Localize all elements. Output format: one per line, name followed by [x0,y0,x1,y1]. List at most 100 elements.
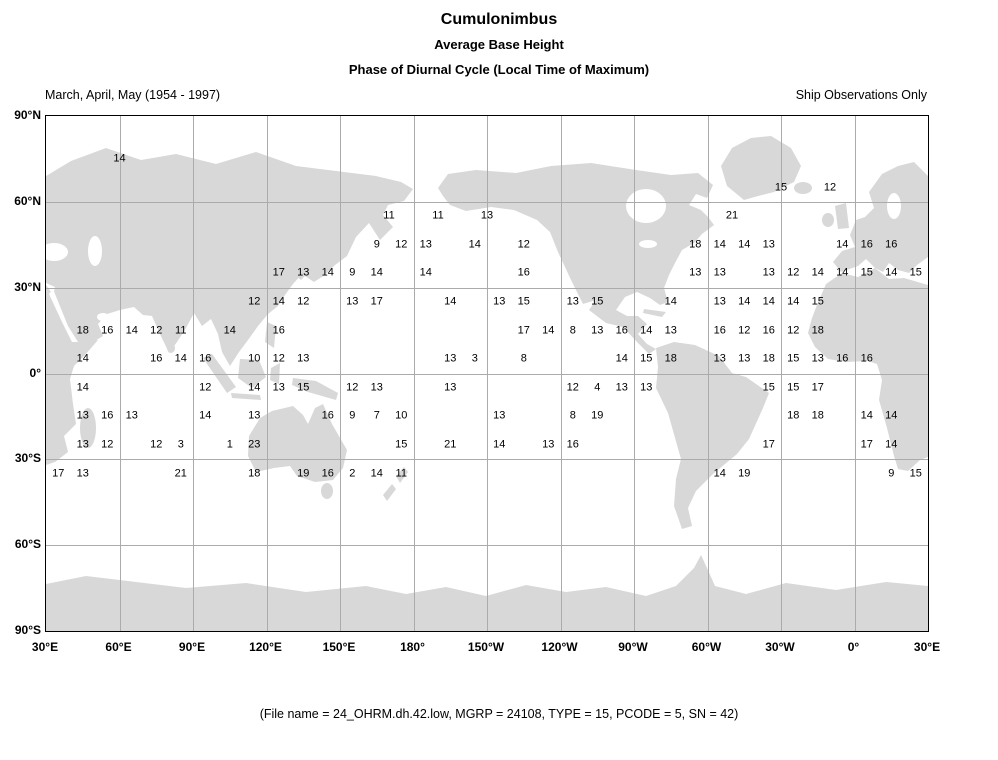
phase-hour-value: 9 [349,409,356,422]
phase-hour-value: 13 [640,381,653,394]
phase-hour-value: 15 [591,295,604,308]
latitude-tick-label: 90°N [14,108,41,122]
phase-hour-value: 19 [591,409,604,422]
island-new-zealand-north [396,467,408,483]
phase-hour-value: 21 [444,438,457,451]
latitude-tick-label: 30°S [14,451,41,466]
phase-hour-value: 10 [395,409,408,422]
phase-hour-value: 14 [885,438,898,451]
phase-hour-value: 17 [811,381,824,394]
phase-hour-value: 14 [885,409,898,422]
phase-hour-value: 9 [888,467,895,480]
phase-hour-value: 13 [493,409,506,422]
phase-hour-value: 16 [885,238,898,251]
island-new-zealand-south [383,484,396,501]
water-black-sea [46,243,68,261]
phase-hour-value: 7 [373,409,380,422]
phase-hour-value: 15 [909,467,922,480]
phase-hour-value: 16 [860,238,873,251]
phase-hour-value: 13 [297,352,310,365]
phase-hour-value: 18 [689,238,702,251]
page-title: Cumulonimbus [440,11,558,28]
island-ireland [822,213,834,227]
phase-hour-value: 12 [517,238,530,251]
landmass-east-africa [46,285,98,465]
inland-waters [46,189,901,342]
phase-hour-value: 14 [199,409,212,422]
parallel-gridline [46,287,928,289]
phase-hour-value: 12 [297,295,310,308]
phase-hour-value: 18 [811,324,824,337]
phase-hour-value: 14 [640,324,653,337]
phase-hour-value: 13 [762,238,775,251]
water-baltic-sea [887,193,901,219]
island-sri-lanka [167,343,175,353]
island-philippines [265,322,276,348]
phase-hour-value: 13 [762,266,775,279]
phase-hour-value: 12 [346,381,359,394]
phase-hour-value: 13 [272,381,285,394]
phase-hour-value: 13 [346,295,359,308]
phase-hour-value: 8 [520,352,527,365]
phase-hour-value: 15 [297,381,310,394]
phase-hour-value: 14 [713,467,726,480]
phase-hour-value: 18 [811,409,824,422]
phase-hour-value: 3 [177,438,184,451]
longitude-tick-label: 150°W [467,640,505,654]
phase-hour-value: 14 [321,266,334,279]
phase-hour-value: 13 [297,266,310,279]
phase-hour-value: 15 [762,381,775,394]
phase-hour-value: 16 [101,324,114,337]
phase-hour-value: 14 [113,152,126,165]
phase-hour-value: 13 [76,438,89,451]
phase-hour-value: 13 [542,438,555,451]
phase-hour-value: 13 [738,352,751,365]
phase-hour-value: 14 [76,352,89,365]
phase-hour-value: 16 [517,266,530,279]
phase-hour-value: 14 [370,266,383,279]
phase-hour-value: 2 [349,467,356,480]
phase-hour-value: 16 [836,352,849,365]
longitude-tick-label: 0° [847,640,860,654]
phase-hour-value: 9 [373,238,380,251]
water-caspian-sea [88,236,102,266]
phase-hour-value: 10 [248,352,261,365]
phase-hour-value: 11 [175,324,187,337]
landmass-greenland [721,136,801,200]
landmass-australia [248,404,347,482]
phase-hour-value: 13 [811,352,824,365]
longitude-tick-label: 90°W [618,640,648,654]
phase-hour-value: 21 [725,209,739,222]
page-subtitle-1: Average Base Height [434,37,564,52]
phase-hour-value: 13 [370,381,383,394]
island-britain [835,203,849,229]
phase-hour-value: 14 [713,238,726,251]
phase-hour-value: 18 [787,409,800,422]
phase-hour-value: 14 [419,266,432,279]
phase-hour-value: 14 [738,295,751,308]
landmass-europe [833,162,928,273]
phase-hour-value: 14 [493,438,506,451]
phase-hour-value: 23 [248,438,261,451]
phase-hour-value: 12 [101,438,114,451]
island-madagascar [80,408,96,448]
phase-hour-value: 16 [272,324,285,337]
phase-hour-value: 15 [395,438,408,451]
latitude-tick-label: 60°N [14,193,41,208]
phase-hour-value: 13 [713,266,726,279]
phase-hour-value: 12 [787,266,800,279]
phase-hour-value: 16 [615,324,628,337]
file-info-footer: (File name = 24_OHRM.dh.42.low, MGRP = 2… [259,707,739,721]
phase-hour-value: 14 [664,295,677,308]
phase-hour-value: 15 [909,266,922,279]
island-tasmania [321,483,333,499]
period-note: March, April, May (1954 - 1997) [45,88,221,102]
phase-hour-value: 16 [321,467,334,480]
longitude-tick-label: 60°E [105,640,132,654]
phase-hour-value: 13 [713,352,726,365]
phase-hour-value: 12 [199,381,212,394]
phase-hour-value: 15 [787,352,800,365]
phase-hour-value: 19 [297,467,310,480]
parallel-gridline [46,459,928,461]
